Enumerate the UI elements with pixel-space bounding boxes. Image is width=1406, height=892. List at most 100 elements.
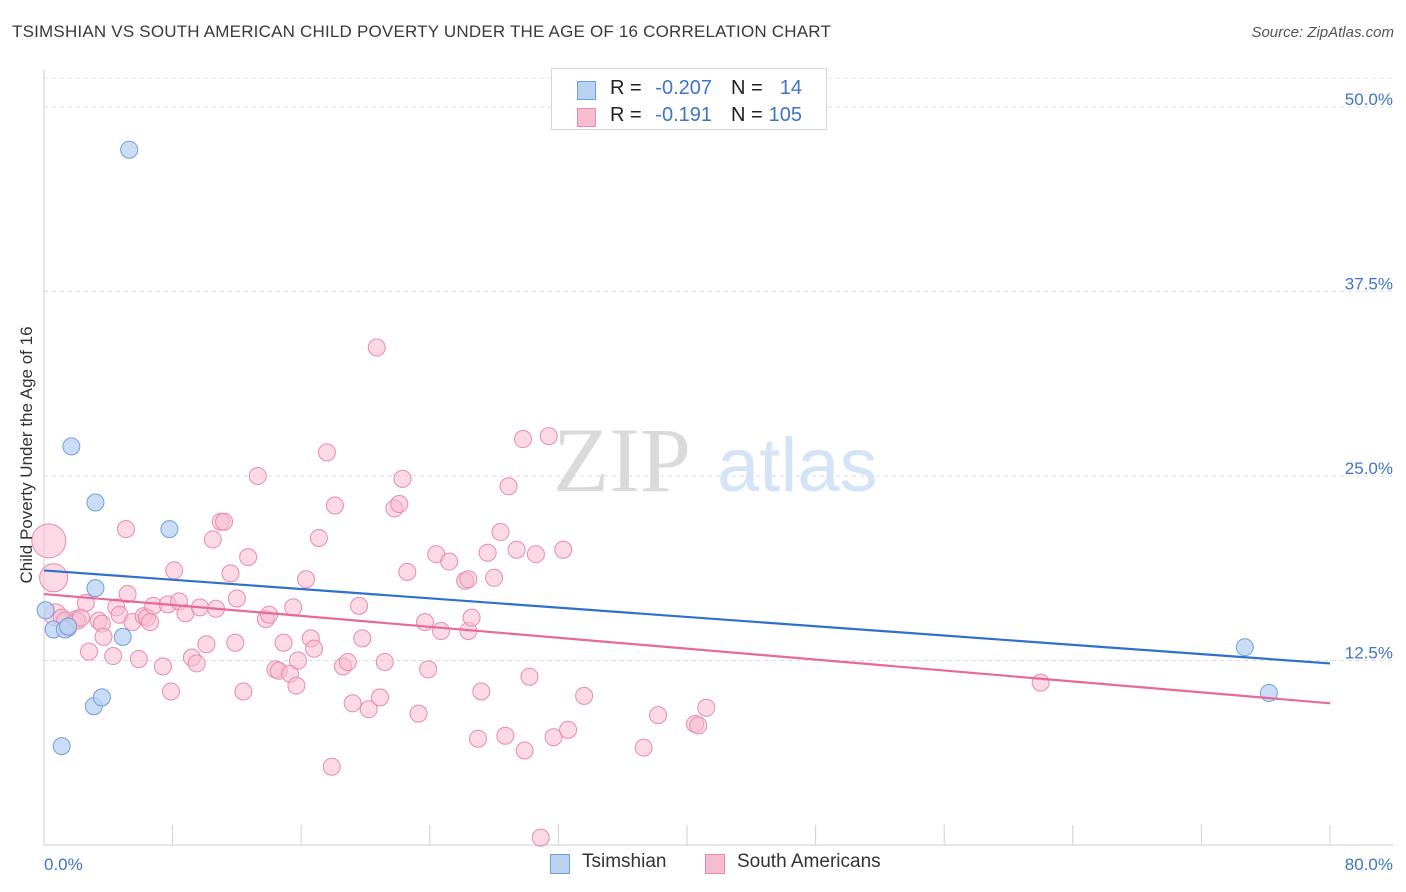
south-americans-point-34	[197, 635, 216, 654]
south-americans-point-59	[322, 757, 341, 776]
y-axis-label: Child Poverty Under the Age of 16	[17, 326, 36, 584]
south-americans-point-57	[309, 528, 328, 547]
r-value: -0.191	[655, 104, 712, 126]
tsimshian-point-7	[86, 579, 105, 598]
south-americans-point-85	[472, 682, 491, 701]
south-americans-point-97	[539, 427, 558, 446]
south-americans-point-101	[575, 686, 594, 705]
south-americans-point-86	[478, 543, 497, 562]
south-americans-point-38	[215, 512, 234, 531]
south-americans-point-32	[187, 654, 206, 673]
south-americans-point-89	[496, 726, 515, 745]
south-americans-point-69	[375, 652, 394, 671]
y-tick-label-1: 25.0%	[1345, 459, 1393, 478]
south-americans-point-40	[226, 633, 245, 652]
south-americans-point-84	[469, 729, 488, 748]
r-label: R =	[610, 77, 642, 99]
south-americans-point-58	[317, 443, 336, 462]
gridlines	[44, 77, 1393, 661]
south-americans-point-79	[440, 552, 459, 571]
tsimshian-legend-swatch	[550, 854, 570, 874]
south-americans-point-82	[459, 570, 478, 589]
south-americans-point-95	[526, 545, 545, 564]
south-americans-point-52	[287, 676, 306, 695]
r-value: -0.207	[655, 77, 712, 99]
south-americans-point-76	[419, 660, 438, 679]
south-americans-point-74	[409, 704, 428, 723]
south-americans-point-78	[432, 621, 451, 640]
south-americans-point-20	[129, 650, 148, 668]
south-americans-point-100	[559, 720, 578, 739]
r-label: R =	[610, 104, 642, 126]
south-americans-point-23	[141, 613, 160, 632]
south-americans-point-54	[297, 570, 316, 589]
tsimshian-point-9	[92, 688, 111, 707]
south-americans-point-41	[227, 589, 246, 608]
watermark: ZIP atlas	[553, 409, 878, 511]
correlation-legend: R = -0.207 N = 14 R = -0.191 N = 105	[551, 68, 827, 130]
source-label: Source: ZipAtlas.com	[1251, 24, 1394, 41]
tsimshian-point-13	[1235, 638, 1254, 657]
south-americans-point-43	[239, 548, 258, 567]
south-americans-point-102	[634, 738, 653, 757]
south-americans-point-17	[116, 520, 135, 539]
south-americans-point-44	[248, 466, 267, 485]
south-americans-point-42	[234, 682, 253, 701]
south-americans-point-96	[531, 828, 550, 847]
y-tick-label-0: 12.5%	[1345, 643, 1393, 662]
south-americans-point-39	[221, 564, 240, 583]
south-americans-point-72	[393, 469, 412, 488]
south-americans-point-87	[485, 568, 504, 587]
south-americans-point-73	[398, 562, 417, 581]
south-americans-point-64	[350, 596, 369, 615]
south-americans-swatch	[577, 108, 596, 127]
south-americans-point-62	[338, 652, 357, 671]
watermark-atlas: atlas	[717, 423, 878, 508]
tsimshian-points	[36, 140, 1278, 756]
south-americans-point-60	[325, 496, 344, 515]
tsimshian-point-0	[36, 601, 55, 620]
south-americans-point-0	[31, 523, 67, 559]
tsimshian-point-4	[59, 617, 78, 636]
south-americans-point-105	[689, 716, 708, 735]
south-americans-point-1	[39, 563, 69, 593]
tick-labels: 12.5% 25.0% 37.5% 50.0% 0.0% 80.0%	[44, 90, 1393, 874]
tsimshian-trend-line	[43, 569, 1331, 665]
south-americans-point-103	[649, 706, 668, 725]
tsimshian-point-8	[86, 493, 105, 512]
south-americans-point-65	[353, 629, 372, 648]
south-americans-point-88	[491, 523, 510, 542]
tsimshian-point-5	[62, 437, 81, 456]
axes	[43, 70, 1393, 846]
south-americans-point-67	[367, 338, 386, 357]
south-americans-point-98	[544, 728, 563, 747]
n-value: 14	[779, 77, 802, 99]
chart-title: TSIMSHIAN VS SOUTH AMERICAN CHILD POVERT…	[12, 22, 832, 41]
tsimshian-swatch	[577, 81, 596, 100]
south-americans-point-14	[104, 647, 123, 666]
n-label: N =	[731, 104, 763, 126]
tsimshian-point-2	[52, 737, 71, 756]
south-americans-points	[31, 338, 1050, 847]
south-americans-point-49	[274, 633, 293, 652]
south-americans-point-83	[462, 608, 481, 627]
south-americans-point-91	[507, 540, 526, 559]
x-tick-label-max: 80.0%	[1345, 855, 1393, 874]
south-americans-point-93	[515, 741, 534, 760]
south-americans-point-90	[499, 477, 518, 496]
south-americans-point-71	[390, 495, 409, 513]
south-americans-point-75	[415, 613, 434, 632]
south-americans-point-63	[343, 694, 362, 713]
south-americans-point-51	[284, 598, 303, 617]
south-americans-point-106	[697, 698, 716, 717]
tsimshian-point-11	[120, 140, 139, 159]
tsimshian-point-12	[160, 520, 179, 539]
south-americans-point-35	[203, 530, 222, 549]
n-value: 105	[768, 104, 802, 126]
n-label: N =	[731, 77, 763, 99]
south-americans-point-107	[1031, 673, 1050, 692]
south-americans-point-53	[288, 651, 307, 670]
south-americans-point-28	[165, 561, 184, 580]
south-americans-point-94	[520, 667, 539, 686]
